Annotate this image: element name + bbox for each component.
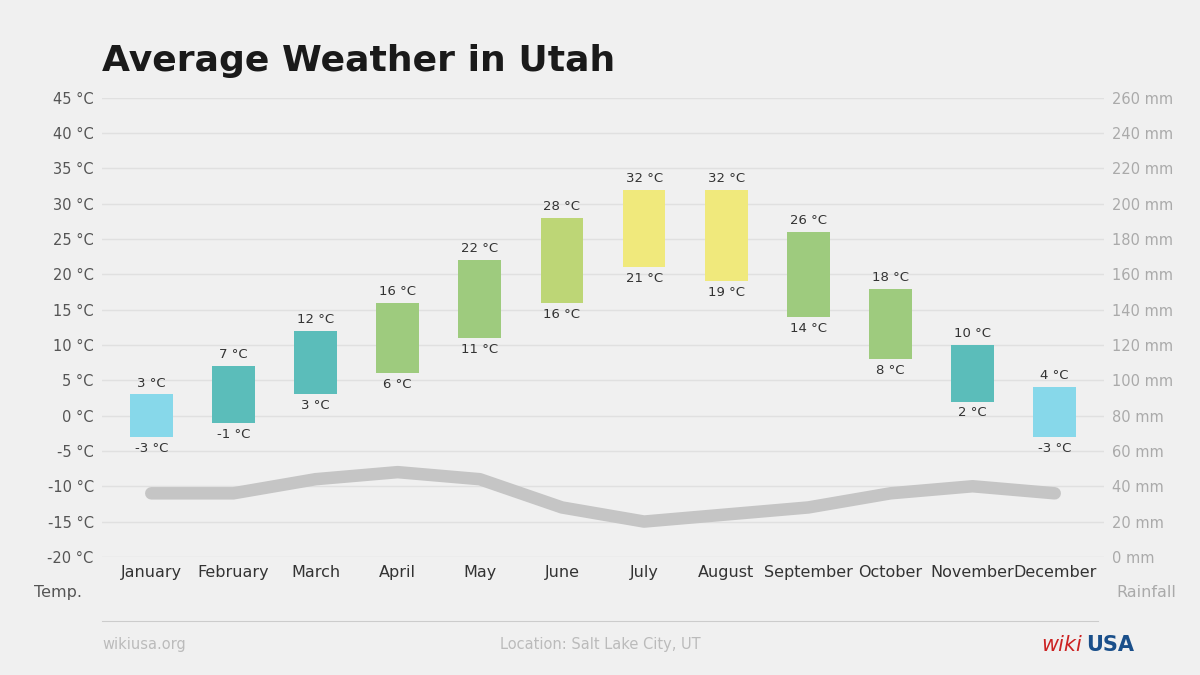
- Bar: [787, 232, 829, 317]
- Text: 32 °C: 32 °C: [625, 171, 662, 185]
- Text: 3 °C: 3 °C: [301, 400, 330, 412]
- Text: 2 °C: 2 °C: [959, 406, 986, 419]
- Text: Rainfall: Rainfall: [1116, 585, 1176, 600]
- Bar: [212, 367, 254, 423]
- Bar: [704, 190, 748, 281]
- Text: USA: USA: [1086, 634, 1134, 655]
- Text: Average Weather in Utah: Average Weather in Utah: [102, 44, 616, 78]
- Text: 16 °C: 16 °C: [379, 285, 416, 298]
- Text: 6 °C: 6 °C: [384, 378, 412, 392]
- Text: 7 °C: 7 °C: [220, 348, 247, 361]
- Text: 10 °C: 10 °C: [954, 327, 991, 340]
- Bar: [952, 345, 994, 402]
- Bar: [458, 261, 502, 338]
- Text: 12 °C: 12 °C: [296, 313, 334, 326]
- Bar: [869, 288, 912, 359]
- Text: 11 °C: 11 °C: [461, 343, 498, 356]
- Text: -3 °C: -3 °C: [134, 441, 168, 455]
- Text: 14 °C: 14 °C: [790, 322, 827, 335]
- Text: -3 °C: -3 °C: [1038, 441, 1072, 455]
- Bar: [130, 394, 173, 437]
- Text: 32 °C: 32 °C: [708, 171, 745, 185]
- Bar: [623, 190, 666, 267]
- Text: 8 °C: 8 °C: [876, 364, 905, 377]
- Text: 3 °C: 3 °C: [137, 377, 166, 389]
- Text: wiki: wiki: [1042, 634, 1082, 655]
- Text: 18 °C: 18 °C: [872, 271, 908, 284]
- Text: Location: Salt Lake City, UT: Location: Salt Lake City, UT: [499, 637, 701, 652]
- Text: 4 °C: 4 °C: [1040, 369, 1069, 383]
- Text: 26 °C: 26 °C: [790, 214, 827, 227]
- Text: -1 °C: -1 °C: [217, 428, 250, 441]
- Text: wikiusa.org: wikiusa.org: [102, 637, 186, 652]
- Text: Temp.: Temp.: [34, 585, 82, 600]
- Bar: [377, 302, 419, 373]
- Bar: [1033, 387, 1076, 437]
- Text: 22 °C: 22 °C: [461, 242, 498, 255]
- Text: 16 °C: 16 °C: [544, 308, 581, 321]
- Text: 21 °C: 21 °C: [625, 272, 662, 286]
- Bar: [540, 218, 583, 302]
- Text: 19 °C: 19 °C: [708, 286, 745, 300]
- Bar: [294, 331, 337, 394]
- Text: 28 °C: 28 °C: [544, 200, 581, 213]
